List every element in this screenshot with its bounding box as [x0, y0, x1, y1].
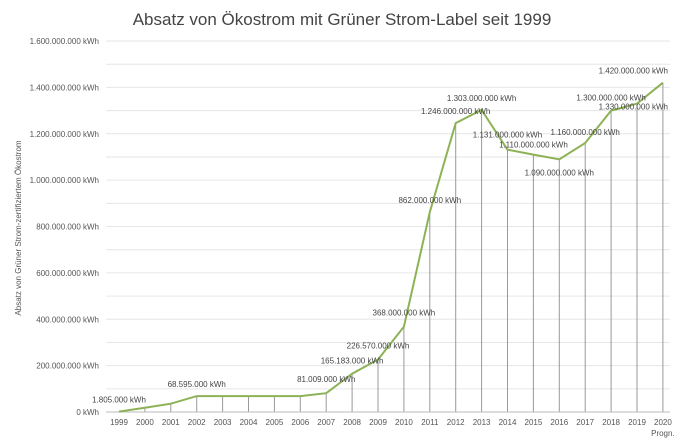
y-tick-label: 0 kWh: [76, 408, 99, 417]
x-tick-label: 2012: [447, 418, 465, 427]
x-tick-label: 2005: [266, 418, 284, 427]
data-label: 368.000.000 kWh: [373, 309, 436, 318]
y-tick-label: 600.000.000 kWh: [36, 269, 99, 278]
data-label: 1.420.000.000 kWh: [599, 67, 668, 76]
x-tick-label: 2019: [628, 418, 646, 427]
x-tick-label: 2002: [188, 418, 206, 427]
x-tick-label: 2001: [162, 418, 180, 427]
x-axis-ticks: 1999 2000 2001 2002 2003 2004 2005 2006 2007 2008…: [110, 418, 675, 438]
x-tick-label: 2018: [602, 418, 620, 427]
series-line: [118, 81, 664, 413]
x-tick-label: 2011: [421, 418, 439, 427]
x-tick-label: 2016: [550, 418, 568, 427]
data-label: 226.570.000 kWh: [347, 341, 410, 350]
x-tick-label: 1999: [110, 418, 128, 427]
x-tick-label: 2009: [369, 418, 387, 427]
data-label: 68.595.000 kWh: [168, 380, 226, 389]
x-tick-label: 2008: [343, 418, 361, 427]
x-tick-label: 2014: [499, 418, 517, 427]
chart-title: Absatz von Ökostrom mit Grüner Strom-Lab…: [133, 10, 552, 29]
y-tick-label: 1.400.000.000 kWh: [30, 83, 99, 92]
data-label: 862.000.000 kWh: [398, 196, 461, 205]
x-tick-label: 2020: [654, 418, 672, 427]
data-label: 1.805.000 kWh: [92, 396, 146, 405]
x-tick-label: 2007: [317, 418, 335, 427]
data-label: 1.090.000.000 kWh: [525, 168, 594, 177]
data-label: 1.303.000.000 kWh: [447, 94, 516, 103]
data-label: 1.246.000.000 kWh: [421, 107, 490, 116]
x-tick-label: 2015: [525, 418, 543, 427]
y-tick-label: 1.000.000.000 kWh: [30, 176, 99, 185]
x-tick-label: 2010: [395, 418, 413, 427]
x-tick-label: 2017: [576, 418, 594, 427]
x-tick-label: 2006: [291, 418, 309, 427]
data-label: 1.110.000.000 kWh: [499, 141, 568, 150]
data-label: 1.160.000.000 kWh: [551, 128, 620, 137]
data-label: 165.183.000 kWh: [321, 357, 384, 366]
series-layer: [118, 81, 664, 413]
x-tick-label: 2004: [240, 418, 258, 427]
data-labels: 1.805.000 kWh 68.595.000 kWh 81.009.000 kW…: [92, 67, 668, 405]
x-tick-label: 2000: [136, 418, 154, 427]
data-label: 1.131.000.000 kWh: [473, 131, 542, 140]
y-axis-ticks: 0 kWh 200.000.000 kWh 400.000.000 kWh 600.0…: [30, 37, 99, 417]
y-tick-label: 1.600.000.000 kWh: [30, 37, 99, 46]
data-label: 1.300.000.000 kWh: [576, 94, 645, 103]
y-axis-label: Absatz von Grüner Strom-zertifiziertem Ö…: [14, 140, 23, 315]
data-label: 81.009.000 kWh: [297, 375, 355, 384]
gridlines: [106, 40, 670, 390]
y-tick-label: 200.000.000 kWh: [36, 362, 99, 371]
x-tick-label: 2003: [214, 418, 232, 427]
y-tick-label: 800.000.000 kWh: [36, 223, 99, 232]
x-tick-sublabel: Progn.: [651, 429, 675, 438]
drop-lines: [118, 82, 664, 412]
data-label: 1.330.000.000 kWh: [599, 103, 668, 112]
y-tick-label: 400.000.000 kWh: [36, 315, 99, 324]
x-tick-label: 2013: [473, 418, 491, 427]
y-tick-label: 1.200.000.000 kWh: [30, 130, 99, 139]
